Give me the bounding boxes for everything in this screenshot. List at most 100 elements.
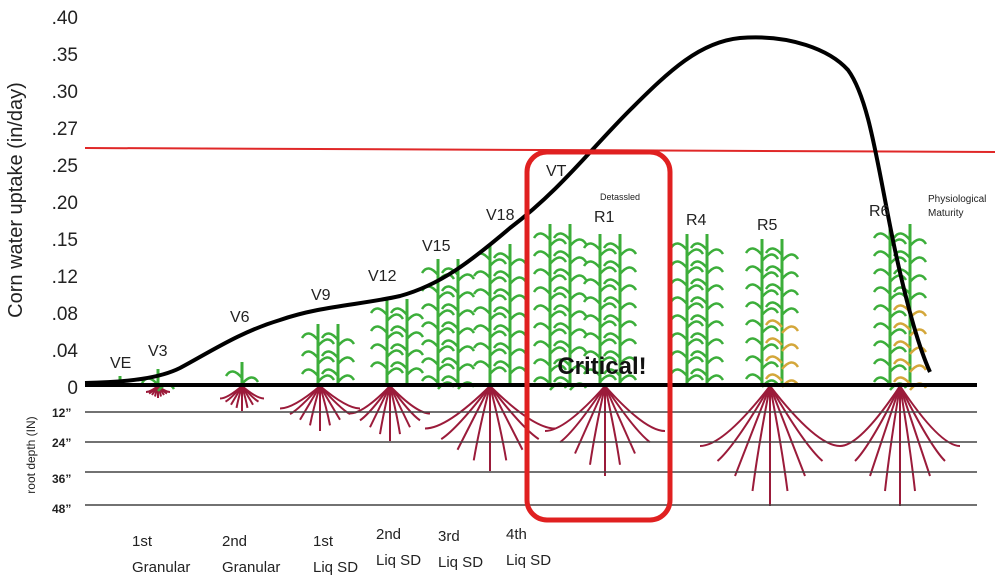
leaf: [407, 314, 423, 321]
y-tick-label: .12: [52, 267, 78, 288]
y-tick-label: .30: [52, 82, 78, 103]
y-tick-label: .27: [52, 119, 78, 140]
leaf: [707, 357, 723, 364]
application-label: Granular: [132, 559, 190, 576]
leaf: [762, 254, 778, 261]
leaf: [620, 285, 636, 292]
leaf: [762, 308, 778, 315]
leaf: [534, 305, 550, 312]
leaf: [782, 308, 798, 315]
leaf: [407, 368, 423, 375]
application-label: Liq SD: [438, 554, 483, 571]
root: [490, 386, 523, 450]
leaf: [890, 311, 906, 318]
roots: [146, 386, 960, 506]
root-tick-label: 36”: [52, 472, 71, 486]
leaf: [474, 307, 490, 314]
leaf: [910, 257, 926, 264]
leaf: [387, 368, 403, 375]
leaf: [584, 333, 600, 340]
leaf: [387, 350, 403, 357]
leaf: [671, 261, 687, 268]
leaf: [707, 285, 723, 292]
leaf: [620, 321, 636, 328]
diagram: Corn water uptake (in/day) root depth (I…: [0, 0, 995, 576]
stage-label: V3: [148, 343, 168, 360]
leaf: [490, 277, 506, 284]
leaf: [458, 328, 474, 335]
leaf: [746, 338, 762, 345]
leaf: [874, 251, 890, 258]
leaf: [584, 243, 600, 250]
leaf: [458, 364, 474, 371]
leaf: [422, 304, 438, 311]
leaf: [371, 362, 387, 369]
leaf: [318, 375, 334, 382]
root: [700, 386, 770, 446]
root-grid: [85, 412, 977, 505]
stage-label: R1: [594, 209, 615, 226]
leaf: [550, 311, 566, 318]
leaf: [746, 320, 762, 327]
stage-label: R4: [686, 212, 707, 229]
leaf: [371, 326, 387, 333]
leaf: [474, 289, 490, 296]
leaf: [600, 285, 616, 292]
leaf: [910, 275, 926, 282]
note: Physiological: [928, 194, 986, 205]
leaf: [746, 374, 762, 381]
leaf: [371, 308, 387, 315]
leaf: [570, 329, 586, 336]
leaf: [707, 375, 723, 382]
leaf: [620, 267, 636, 274]
stage-label: VE: [110, 355, 131, 372]
y-tick-label: .35: [52, 45, 78, 66]
root: [900, 386, 930, 476]
leaf: [387, 332, 403, 339]
stage-label: V18: [486, 207, 515, 224]
leaf: [458, 274, 474, 281]
leaf: [534, 323, 550, 330]
leaf: [534, 269, 550, 276]
leaf: [490, 295, 506, 302]
leaf: [438, 310, 454, 317]
leaf: [422, 340, 438, 347]
leaf: [474, 343, 490, 350]
leaf: [510, 367, 526, 374]
leaf: [458, 292, 474, 299]
y-tick-label: .20: [52, 193, 78, 214]
leaf: [490, 349, 506, 356]
leaf: [746, 284, 762, 291]
leaf: [874, 305, 890, 312]
y-tick-label: .15: [52, 230, 78, 251]
leaf: [874, 287, 890, 294]
leaf: [510, 277, 526, 284]
leaf: [762, 326, 778, 333]
leaf: [687, 267, 703, 274]
application-label: Liq SD: [376, 552, 421, 569]
leaf: [570, 293, 586, 300]
leaf: [534, 341, 550, 348]
leaf: [338, 339, 354, 346]
leaf: [318, 339, 334, 346]
leaf: [550, 275, 566, 282]
application-label: 2nd: [222, 533, 247, 550]
leaf: [302, 333, 318, 340]
application-label: Granular: [222, 559, 280, 576]
leaf: [600, 339, 616, 346]
leaf: [510, 295, 526, 302]
leaf: [746, 356, 762, 363]
leaf: [371, 344, 387, 351]
leaf: [600, 249, 616, 256]
leaf: [510, 259, 526, 266]
leaf: [422, 358, 438, 365]
leaf: [890, 365, 906, 372]
leaf: [782, 254, 798, 261]
leaf: [620, 339, 636, 346]
leaf: [458, 346, 474, 353]
leaf: [570, 257, 586, 264]
root: [770, 386, 840, 446]
leaf: [671, 315, 687, 322]
root: [735, 386, 770, 476]
leaf: [671, 243, 687, 250]
